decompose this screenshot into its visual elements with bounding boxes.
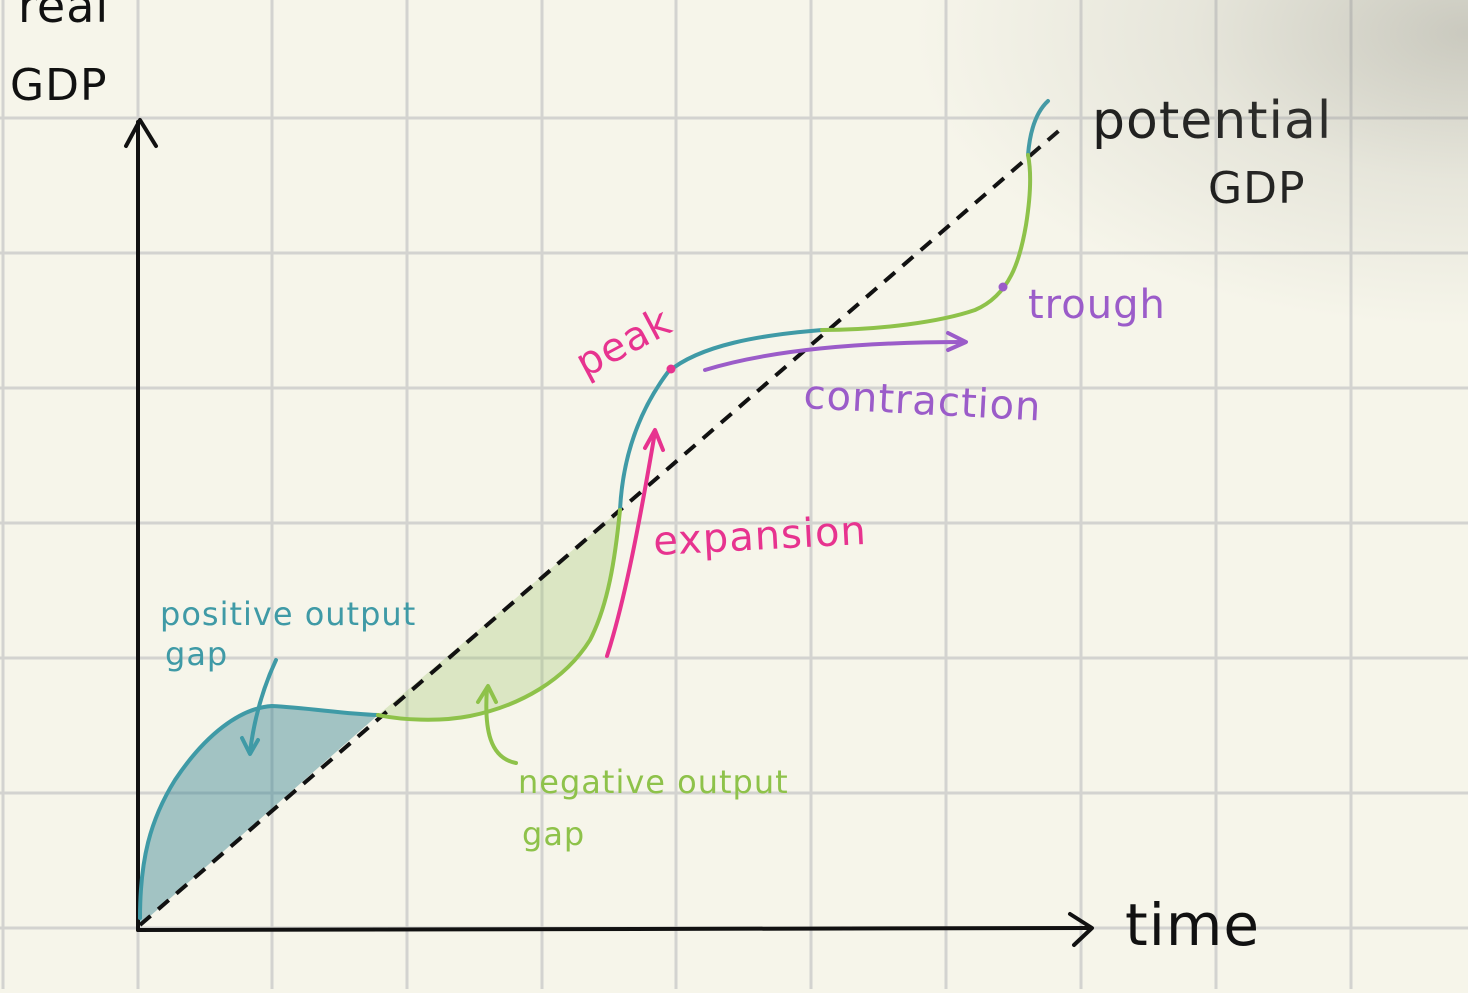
potential-gdp-line [138,126,1064,927]
negative-gap-label-line1: negative output [518,763,789,801]
expansion-arrow [605,428,665,658]
potential-gdp-label-line2: GDP [1208,163,1306,214]
trough-label: trough [1028,282,1166,328]
positive-gap-label-line1: positive output [160,595,416,633]
expansion-label: expansion [652,508,868,565]
negative-gap-label-line2: gap [522,815,585,853]
trough-marker [998,282,1008,292]
y-axis-label-line1: real [18,0,109,33]
y-axis [124,118,158,932]
y-axis-label-line2: GDP [10,60,108,111]
positive-gap-label-line2: gap [165,635,228,673]
peak-marker [666,364,676,374]
x-axis-label: time [1125,891,1260,959]
real-gdp-above-segment-1 [138,703,380,920]
potential-gdp-label-line1: potential [1092,91,1332,151]
positive-output-gap-area [140,706,378,925]
x-axis [136,912,1094,947]
positive-gap-pointer [240,658,278,756]
peak-label: peak [568,298,679,386]
contraction-arrow [703,331,968,372]
real-gdp-below-segment-1 [376,508,622,722]
negative-gap-pointer [476,684,518,765]
real-gdp-above-segment-3 [1026,99,1050,157]
contraction-label: contraction [802,372,1042,430]
